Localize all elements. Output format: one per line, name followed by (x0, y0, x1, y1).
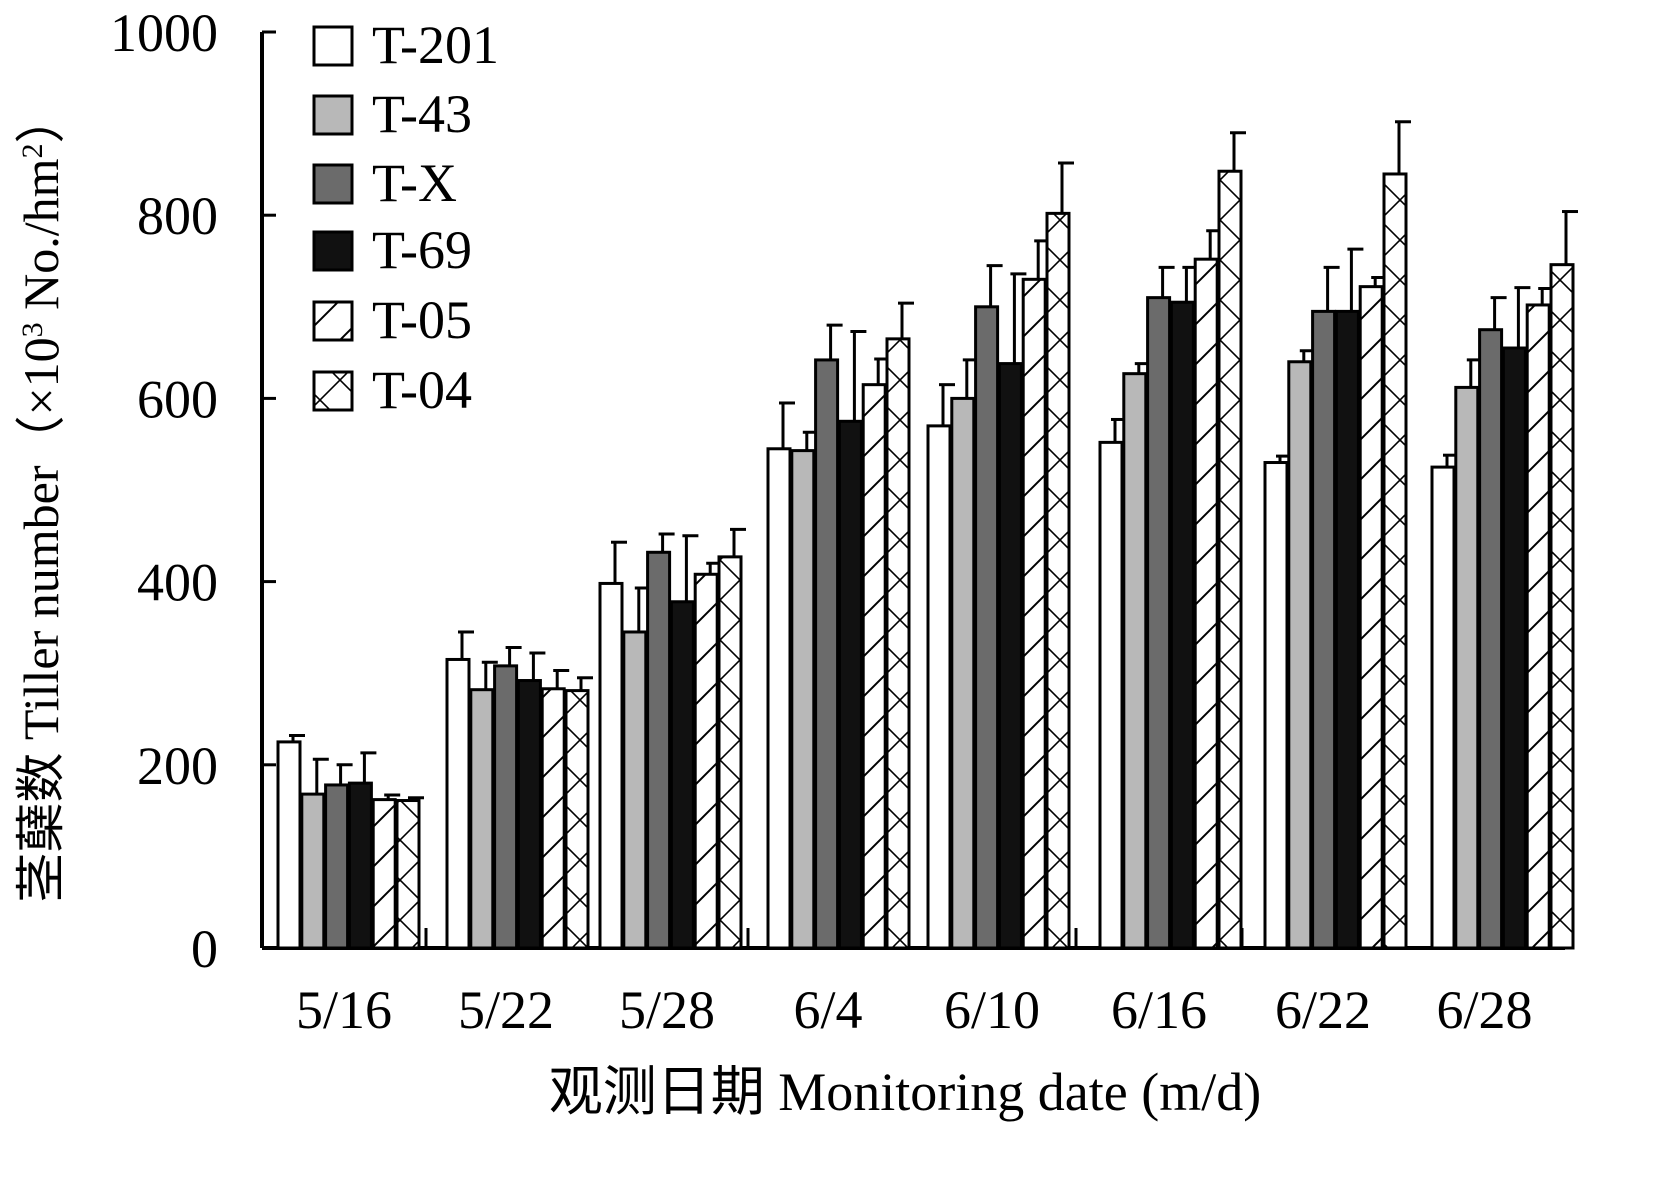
bar (371, 798, 397, 950)
legend-swatch (312, 300, 354, 342)
y-tick-label: 400 (137, 553, 218, 613)
bar (347, 781, 373, 950)
bar (814, 358, 840, 950)
bar (1382, 172, 1408, 950)
bar (1045, 211, 1071, 950)
x-tick-label: 6/28 (1436, 980, 1532, 1040)
bar (997, 362, 1023, 950)
bar (1193, 257, 1219, 950)
bar (766, 447, 792, 950)
y-axis-label-part: 茎蘖数 Tiller number（×10 (13, 337, 69, 902)
bar (493, 664, 519, 950)
x-tick-label: 5/16 (296, 980, 392, 1040)
legend-swatch (312, 94, 354, 136)
y-axis-label-superscript: 3 (16, 322, 49, 337)
legend-label: T-43 (372, 84, 472, 144)
bar (861, 383, 887, 950)
bar (324, 783, 350, 950)
bar (1501, 346, 1527, 950)
legend-label: T-X (372, 153, 457, 213)
bar (1478, 328, 1504, 950)
bar (669, 600, 695, 950)
bar (1098, 440, 1124, 950)
bar (622, 630, 648, 950)
bar (1217, 169, 1243, 950)
bar (1549, 263, 1575, 950)
legend-swatch (312, 370, 354, 412)
y-tick-label: 0 (191, 919, 218, 979)
y-axis-label-superscript: 2 (16, 143, 49, 158)
bar (469, 688, 495, 950)
bar (395, 799, 421, 950)
bar (1454, 385, 1480, 950)
bar (1169, 300, 1195, 950)
bar (974, 305, 1000, 950)
x-tick-label: 6/16 (1111, 980, 1207, 1040)
y-axis-label-part: ） (13, 93, 69, 143)
y-tick-label: 800 (137, 186, 218, 246)
legend-swatch (312, 230, 354, 272)
bar (516, 679, 542, 950)
bar (598, 581, 624, 950)
bar (445, 657, 471, 950)
axes: 0 200 400 600 800 1000 5/16 5/22 5/28 6/4 6/10 6/16… (110, 3, 1567, 1040)
legend-swatch (312, 25, 354, 67)
bar (950, 396, 976, 950)
bar (885, 337, 911, 950)
bar (1334, 309, 1360, 950)
x-tick-label: 5/28 (619, 980, 715, 1040)
bar (1021, 277, 1047, 950)
y-axis-label-part: No./hm (13, 158, 69, 322)
bar (1122, 372, 1148, 950)
y-tick-label: 600 (137, 369, 218, 429)
bar (790, 449, 816, 950)
x-axis-label: 观测日期 Monitoring date (m/d) (549, 1062, 1261, 1122)
bar (540, 687, 566, 950)
bar (1287, 360, 1313, 950)
bar (1146, 296, 1172, 950)
bar (1430, 465, 1456, 950)
bar (1263, 461, 1289, 950)
legend-label: T-05 (372, 290, 472, 350)
bar (717, 555, 743, 950)
bar (837, 419, 863, 950)
x-tick-label: 6/4 (793, 980, 862, 1040)
x-tick-label: 6/22 (1275, 980, 1371, 1040)
x-tick-label: 5/22 (458, 980, 554, 1040)
legend-label: T-04 (372, 360, 472, 420)
y-tick-label: 200 (137, 736, 218, 796)
legend-label: T-201 (372, 15, 499, 75)
bars (276, 120, 1578, 950)
legend-swatch (312, 163, 354, 205)
axis-labels: 观测日期 Monitoring date (m/d) 茎蘖数 Tiller num… (13, 93, 1261, 1122)
bar (693, 572, 719, 950)
bar (1311, 309, 1337, 950)
legend-label: T-69 (372, 220, 472, 280)
bar (1525, 303, 1551, 950)
bar (300, 792, 326, 950)
bar (276, 740, 302, 950)
bar (926, 424, 952, 950)
bar (1358, 285, 1384, 950)
y-axis-label: 茎蘖数 Tiller number（×103 No./hm2） (13, 93, 69, 902)
legend: T-201 T-43 T-X T-69 T-05 T-04 (312, 15, 499, 420)
bar (646, 550, 672, 950)
x-tick-label: 6/10 (944, 980, 1040, 1040)
bar (564, 689, 590, 950)
y-tick-label: 1000 (110, 3, 218, 63)
